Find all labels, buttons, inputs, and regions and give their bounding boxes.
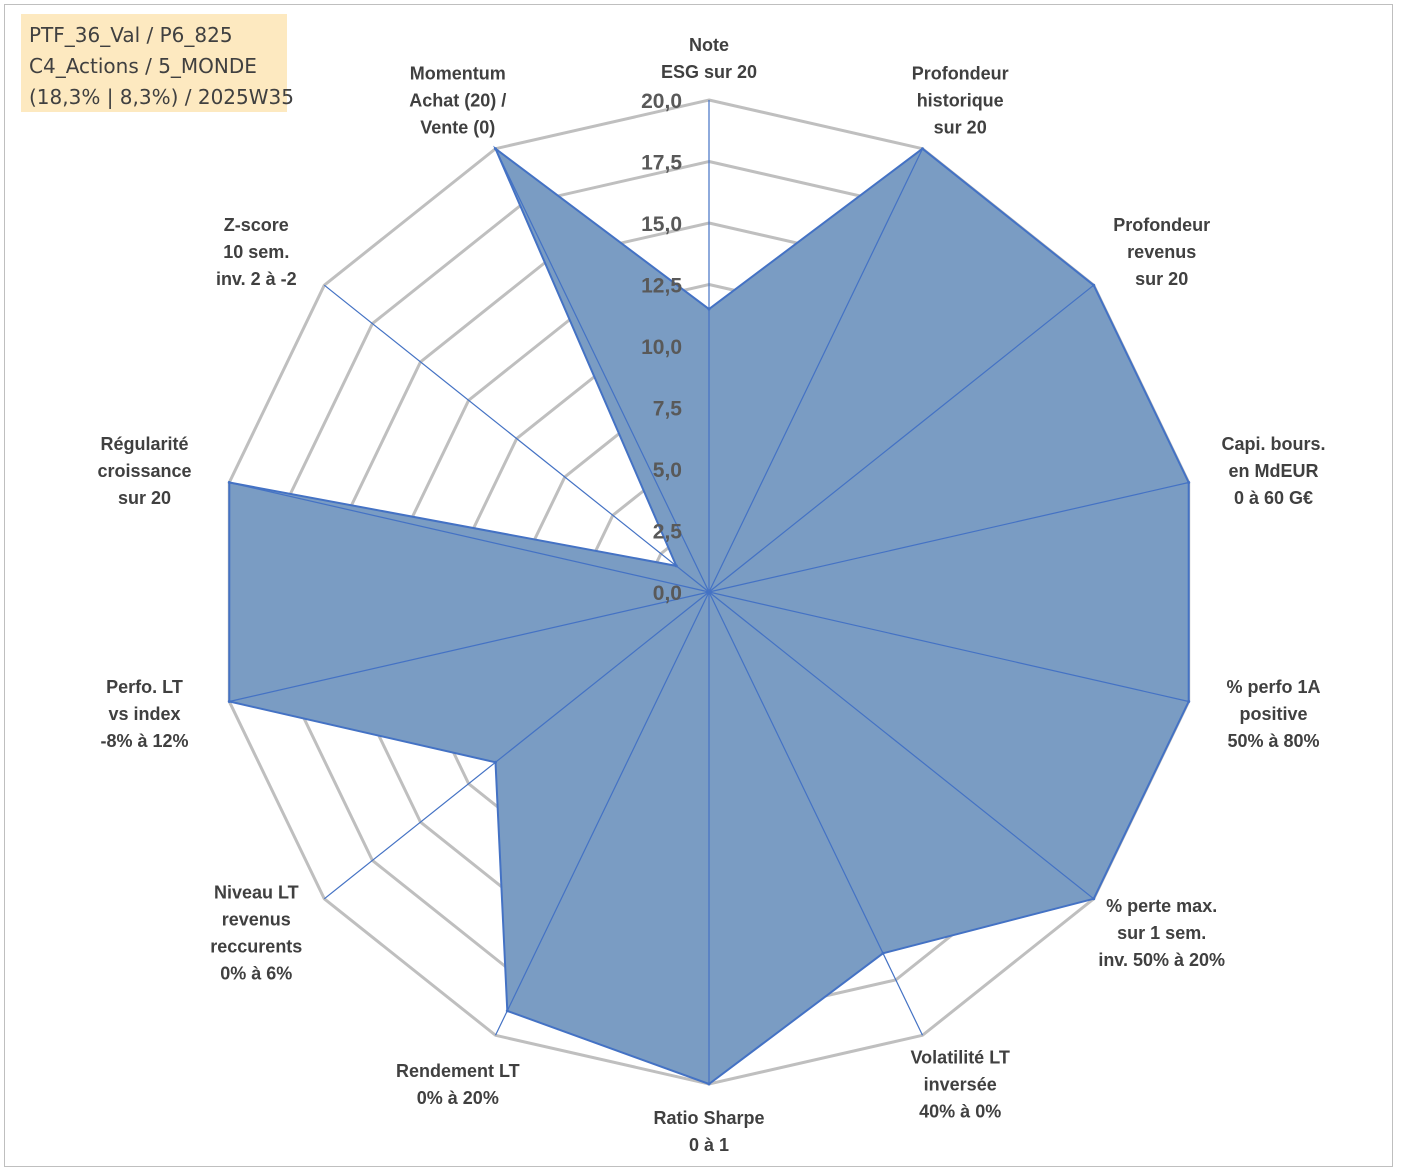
- category-label: Volatilité LT inversée 40% à 0%: [911, 1047, 1010, 1121]
- category-label: Note ESG sur 20: [661, 35, 757, 82]
- category-label: Ratio Sharpe 0 à 1: [653, 1108, 764, 1155]
- series-area: [227, 100, 1191, 1086]
- category-label: Rendement LT 0% à 20%: [396, 1061, 520, 1108]
- axis-spoke: [708, 591, 1189, 703]
- data-point: [1092, 897, 1096, 901]
- axis-spoke: [229, 481, 710, 593]
- axis-spoke: [323, 591, 710, 900]
- data-point: [505, 1009, 509, 1013]
- tick-label: 0,0: [653, 582, 682, 605]
- axis-spoke: [708, 591, 1095, 900]
- data-point: [494, 147, 497, 151]
- category-label: Régularité croissance sur 20: [97, 434, 191, 508]
- tick-label: 15,0: [641, 213, 682, 236]
- data-point: [1092, 283, 1096, 287]
- data-point: [881, 951, 885, 955]
- axis-spoke: [708, 481, 1189, 593]
- portfolio-info-box: PTF_36_Val / P6_825 C4_Actions / 5_MONDE…: [21, 14, 294, 112]
- data-point: [674, 564, 678, 568]
- category-label: % perte max. sur 1 sem. inv. 50% à 20%: [1098, 896, 1225, 970]
- data-point: [494, 760, 497, 764]
- info-line-1: PTF_36_Val / P6_825: [29, 23, 233, 47]
- data-point: [227, 700, 231, 703]
- axis-spoke: [708, 591, 924, 1036]
- axis-spoke: [229, 591, 710, 703]
- info-line-3: (18,3% | 8,3%) / 2025W35: [29, 85, 294, 109]
- category-label: Capi. bours. en MdEUR 0 à 60 G€: [1221, 434, 1325, 508]
- tick-label: 7,5: [653, 398, 683, 421]
- category-label: Profondeur revenus sur 20: [1113, 215, 1210, 289]
- axis-spoke: [494, 591, 710, 1036]
- data-point: [1187, 700, 1191, 703]
- data-point: [921, 147, 924, 151]
- category-label: Momentum Achat (20) / Vente (0): [409, 64, 506, 138]
- data-point: [1187, 481, 1191, 484]
- tick-label: 5,0: [653, 459, 682, 482]
- data-point: [707, 307, 711, 311]
- category-labels: Note ESG sur 20 Profondeur historique sur 20…: [97, 35, 1325, 1155]
- chart-frame: [4, 4, 1393, 1167]
- tick-label: 2,5: [653, 521, 683, 544]
- axis-spoke: [494, 148, 710, 593]
- tick-label: 12,5: [641, 275, 682, 298]
- category-label: Perfo. LT vs index -8% à 12%: [100, 677, 188, 751]
- radial-tick-labels: 0,0 2,5 5,0 7,5 10,0 12,5 15,0 17,5 20,0: [641, 90, 682, 605]
- category-label: Niveau LT revenus reccurents 0% à 6%: [210, 882, 302, 983]
- category-label: % perfo 1A positive 50% à 80%: [1226, 677, 1320, 751]
- data-point: [707, 1082, 711, 1086]
- axis-spoke: [708, 148, 924, 593]
- info-line-2: C4_Actions / 5_MONDE: [29, 54, 257, 78]
- category-label: Profondeur historique sur 20: [912, 64, 1009, 138]
- tick-label: 10,0: [641, 336, 682, 359]
- axis-spoke: [323, 284, 710, 593]
- tick-label: 20,0: [641, 90, 682, 113]
- data-point: [227, 481, 231, 484]
- axis-spoke: [708, 284, 1095, 593]
- category-label: Z-score 10 sem. inv. 2 à -2: [216, 215, 297, 289]
- tick-label: 17,5: [641, 152, 682, 175]
